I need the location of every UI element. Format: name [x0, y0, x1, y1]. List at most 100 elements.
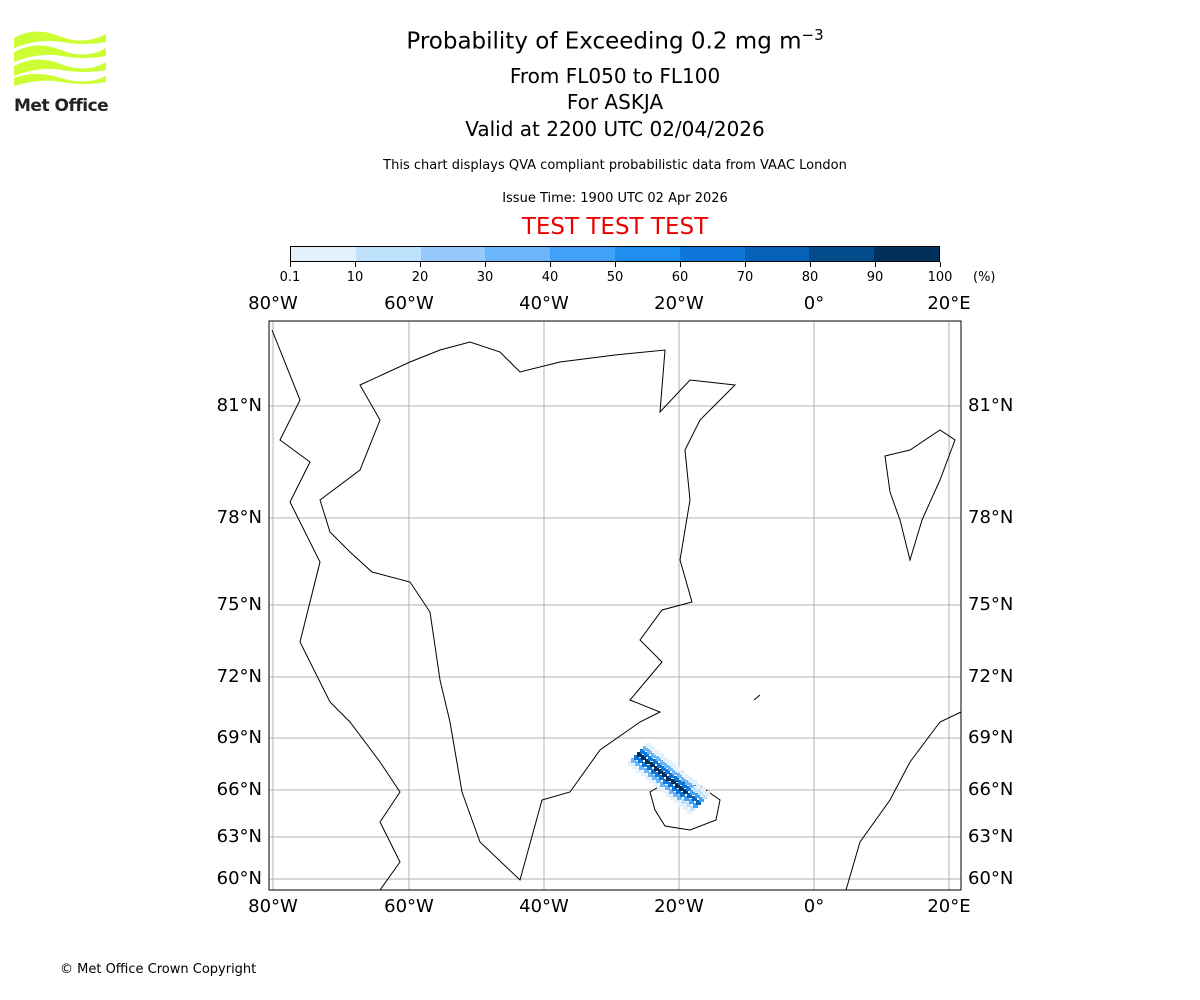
colorbar-unit: (%): [973, 270, 996, 285]
volcano-line: For ASKJA: [566, 90, 664, 114]
plume-cell: [639, 765, 644, 770]
latitude-label-left: 69°N: [216, 727, 262, 748]
colorbar-tick-label: 90: [866, 270, 884, 285]
plume-cell: [672, 770, 677, 775]
plume-cell: [647, 749, 652, 754]
longitude-label: 20°E: [927, 293, 971, 314]
plume-cell: [679, 786, 684, 791]
colorbar-tick-label: 10: [346, 270, 364, 285]
colorbar-tick-mark: [875, 262, 876, 267]
latitude-label-left: 78°N: [216, 507, 262, 528]
longitude-label: 0°: [803, 896, 825, 917]
chart-title: Probability of Exceeding 0.2 mg m−3: [0, 26, 1200, 55]
plume-cell: [636, 768, 641, 773]
plume-cell: [650, 762, 655, 767]
plume-cell: [695, 793, 700, 798]
longitude-label: 60°W: [384, 896, 434, 917]
plume-cell: [677, 773, 682, 778]
plume-cell: [638, 758, 643, 763]
longitude-label: 80°W: [248, 293, 298, 314]
plume-cell: [675, 783, 680, 788]
plume-cell: [646, 743, 651, 748]
plume-cell: [674, 798, 679, 803]
longitude-label: 40°W: [519, 293, 569, 314]
plume-cell: [674, 776, 679, 781]
plume-cell: [671, 779, 676, 784]
latitude-label-right: 66°N: [968, 779, 1014, 800]
plume-cell: [701, 787, 706, 792]
plume-cell: [665, 769, 670, 774]
plume-cell: [644, 768, 649, 773]
latitude-label-right: 81°N: [968, 395, 1014, 416]
plume-cell: [687, 809, 692, 814]
jan-mayen: [753, 694, 761, 701]
latitude-label-right: 75°N: [968, 594, 1014, 615]
plume-cell: [684, 774, 689, 779]
colorbar-tick-mark: [940, 262, 941, 267]
plume-cell: [692, 796, 697, 801]
plume-cell: [687, 793, 692, 798]
plume-cell: [670, 795, 675, 800]
plume-cell: [683, 789, 688, 794]
longitude-label: 40°W: [519, 896, 569, 917]
latitude-label-right: 78°N: [968, 507, 1014, 528]
plume-cell: [696, 800, 701, 805]
colorbar-tick-label: 30: [476, 270, 494, 285]
colorbar-tick-mark: [745, 262, 746, 267]
plume-cell: [662, 772, 667, 777]
latitude-label-left: 66°N: [216, 779, 262, 800]
latitude-label-right: 60°N: [968, 868, 1014, 889]
plume-cell: [634, 755, 639, 760]
met-office-logo: Met Office: [14, 30, 109, 116]
plume-cell: [642, 762, 647, 767]
map-frame: [268, 320, 962, 891]
plume-cell: [655, 772, 660, 777]
longitude-label: 0°: [803, 293, 825, 314]
colorbar-tick-mark: [485, 262, 486, 267]
plume-cell: [664, 763, 669, 768]
plume-cell: [656, 756, 661, 761]
valid-time-line: Valid at 2200 UTC 02/04/2026: [465, 117, 765, 141]
latitude-label-left: 63°N: [216, 826, 262, 847]
plume-cell: [647, 765, 652, 770]
colorbar-tick-label: 50: [606, 270, 624, 285]
plume-cell: [660, 760, 665, 765]
plume-cell: [652, 775, 657, 780]
greenland-coast: [319, 341, 737, 881]
plume-cell: [650, 746, 655, 751]
colorbar-tick-label: 20: [411, 270, 429, 285]
plume-cell: [656, 778, 661, 783]
plume-cell: [628, 761, 633, 766]
colorbar-segment: [809, 247, 875, 261]
plume-cell: [637, 752, 642, 757]
plume-cell: [645, 775, 650, 780]
plume-cell: [705, 791, 710, 796]
plume-cell: [662, 788, 667, 793]
plume-cell: [680, 770, 685, 775]
norway-coast: [845, 711, 962, 891]
plume-cell: [651, 753, 656, 758]
canada-coast: [271, 329, 401, 891]
plume-cell: [682, 783, 687, 788]
title-superscript: −3: [801, 26, 824, 44]
colorbar-segment: [291, 247, 356, 261]
plume-cell: [678, 780, 683, 785]
plume-cell: [641, 755, 646, 760]
latitude-label-right: 69°N: [968, 727, 1014, 748]
plume-cell: [669, 773, 674, 778]
plume-cell: [692, 780, 697, 785]
plume-cell: [684, 796, 689, 801]
colorbar-tick-mark: [355, 262, 356, 267]
plume-cell: [680, 792, 685, 797]
plume-cell: [663, 779, 668, 784]
plume-cell: [699, 797, 704, 802]
plume-cell: [632, 764, 637, 769]
plume-cell: [668, 766, 673, 771]
plume-cell: [696, 784, 701, 789]
test-banner: TEST TEST TEST: [521, 214, 709, 240]
plume-cell: [648, 772, 653, 777]
plume-cell: [693, 787, 698, 792]
ash-probability-plume: [628, 743, 710, 814]
copyright: © Met Office Crown Copyright: [60, 962, 257, 977]
